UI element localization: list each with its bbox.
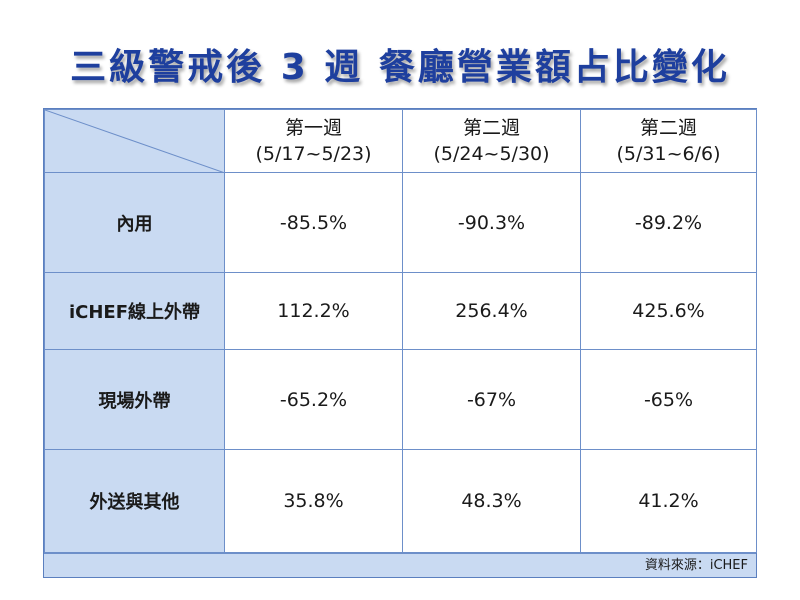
row-label: 內用 xyxy=(44,172,225,273)
page-title: 三級警戒後 3 週 餐廳營業額占比變化 xyxy=(70,47,730,88)
column-header-week3: 第二週 (5/31~6/6) xyxy=(580,109,757,173)
table-header-row: 第一週 (5/17~5/23) 第二週 (5/24~5/30) 第二週 (5/3… xyxy=(44,109,757,173)
column-week-label: 第一週 xyxy=(284,117,342,139)
source-note: 資料來源：iCHEF xyxy=(44,553,756,577)
table-cell: -67% xyxy=(402,349,581,450)
row-label: 現場外帶 xyxy=(44,349,225,450)
table-cell: 112.2% xyxy=(224,272,403,350)
column-date-range: (5/31~6/6) xyxy=(616,143,721,165)
corner-cell xyxy=(44,109,225,173)
table-cell: 425.6% xyxy=(580,272,757,350)
table-cell: -89.2% xyxy=(580,172,757,273)
table-cell: -65.2% xyxy=(224,349,403,450)
column-date-range: (5/17~5/23) xyxy=(255,143,372,165)
row-label: 外送與其他 xyxy=(44,449,225,553)
table-cell: 256.4% xyxy=(402,272,581,350)
column-header-week1: 第一週 (5/17~5/23) xyxy=(224,109,403,173)
table-cell: -85.5% xyxy=(224,172,403,273)
table-cell: 48.3% xyxy=(402,449,581,553)
row-label: iCHEF線上外帶 xyxy=(44,272,225,350)
table-row: 現場外帶 -65.2% -67% -65% xyxy=(44,349,757,450)
data-table: 第一週 (5/17~5/23) 第二週 (5/24~5/30) 第二週 (5/3… xyxy=(43,108,757,578)
column-header-week2: 第二週 (5/24~5/30) xyxy=(402,109,581,173)
table-row: 外送與其他 35.8% 48.3% 41.2% xyxy=(44,449,757,553)
column-week-label: 第二週 xyxy=(639,117,697,139)
table-cell: 41.2% xyxy=(580,449,757,553)
diagonal-line xyxy=(45,110,223,172)
table-cell: -90.3% xyxy=(402,172,581,273)
table-row: iCHEF線上外帶 112.2% 256.4% 425.6% xyxy=(44,272,757,350)
table-row: 內用 -85.5% -90.3% -89.2% xyxy=(44,172,757,273)
table-grid: 第一週 (5/17~5/23) 第二週 (5/24~5/30) 第二週 (5/3… xyxy=(44,109,757,553)
table-cell: 35.8% xyxy=(224,449,403,553)
column-date-range: (5/24~5/30) xyxy=(433,143,550,165)
table-cell: -65% xyxy=(580,349,757,450)
column-week-label: 第二週 xyxy=(462,117,520,139)
